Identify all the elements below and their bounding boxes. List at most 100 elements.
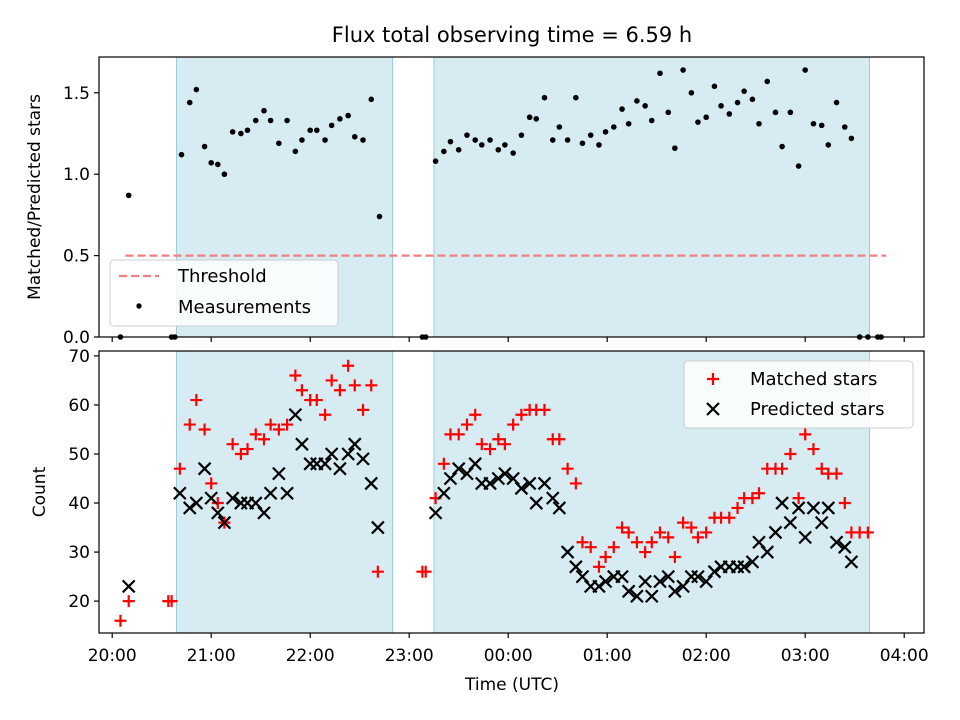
measurement-point xyxy=(541,94,548,101)
matched-star-point xyxy=(784,447,797,460)
matched-star-point xyxy=(348,379,361,392)
matched-star-point xyxy=(668,550,681,563)
measurement-point xyxy=(252,117,259,124)
predicted-star-point xyxy=(653,574,667,589)
matched-star-point xyxy=(205,477,218,490)
measurement-point xyxy=(602,129,609,135)
matched-star-point xyxy=(258,433,270,446)
measurement-point xyxy=(472,137,479,143)
predicted-star-point xyxy=(545,491,560,505)
predicted-star-point xyxy=(529,496,544,510)
matched-star-point xyxy=(437,457,450,470)
matched-star-point xyxy=(498,438,511,451)
measurement-point xyxy=(186,99,193,106)
measurement-points xyxy=(117,67,884,340)
matched-star-point xyxy=(319,408,332,421)
matched-star-point xyxy=(183,418,196,431)
measurement-point xyxy=(221,171,228,178)
measurement-point xyxy=(261,107,267,114)
matched-star-point xyxy=(861,526,874,539)
matched-star-point xyxy=(616,521,629,534)
top-legend-box xyxy=(109,259,339,327)
legend-measurements-label: Measurements xyxy=(178,297,311,318)
measurement-point xyxy=(726,111,733,117)
matched-star-point xyxy=(371,565,384,578)
observing-window-1 xyxy=(433,56,870,338)
matched-star-point xyxy=(807,443,820,456)
legend-matched-label: Matched stars xyxy=(750,369,877,390)
bottom-axes-frame xyxy=(98,350,925,634)
predicted-star-point xyxy=(560,545,575,559)
predicted-star-point xyxy=(569,560,583,574)
predicted-star-point xyxy=(491,471,506,486)
predicted-star-point xyxy=(829,535,844,550)
predicted-star-point xyxy=(707,564,722,579)
predicted-star-point xyxy=(347,437,362,451)
measurement-point xyxy=(244,127,251,134)
matched-star-point xyxy=(677,516,690,529)
matched-stars-points xyxy=(114,359,874,627)
matched-star-point xyxy=(815,462,828,475)
matched-star-point xyxy=(792,492,805,505)
matched-star-point xyxy=(569,477,582,490)
predicted-star-point xyxy=(821,501,836,515)
measurement-point xyxy=(215,161,221,168)
predicted-star-point xyxy=(668,584,682,599)
measurement-point xyxy=(368,96,375,103)
y-tick-label: 1.0 xyxy=(63,165,90,185)
top-y-axis-label: Matched/Predicted stars xyxy=(25,94,45,300)
matched-star-point xyxy=(607,541,620,554)
predicted-star-point xyxy=(676,579,690,594)
measurement-point xyxy=(360,137,366,143)
matched-star-point xyxy=(190,394,203,407)
x-tick-label: 03:00 xyxy=(781,646,830,666)
y-tick-label: 0.0 xyxy=(63,328,90,348)
chart-title: Flux total observing time = 6.59 h xyxy=(332,23,692,47)
matched-star-point xyxy=(685,521,698,534)
matched-star-point xyxy=(295,384,308,397)
matched-star-point xyxy=(419,565,432,578)
predicted-star-point xyxy=(189,496,204,510)
measurement-point xyxy=(802,67,808,73)
matched-star-point xyxy=(599,550,612,563)
measurement-point xyxy=(125,192,132,199)
matched-star-point xyxy=(691,531,704,544)
predicted-star-point xyxy=(552,501,567,515)
measurement-point xyxy=(549,137,556,143)
x-tick-label: 23:00 xyxy=(385,646,434,666)
matched-star-point xyxy=(507,418,520,431)
predicted-star-point xyxy=(798,530,812,545)
matched-star-point xyxy=(469,408,482,421)
measurement-point xyxy=(795,163,802,169)
matched-star-point xyxy=(630,536,643,549)
predicted-star-point xyxy=(483,476,497,491)
predicted-star-point xyxy=(333,461,347,476)
matched-star-point xyxy=(592,560,605,573)
predicted-star-point xyxy=(615,569,629,584)
predicted-star-point xyxy=(661,569,676,584)
measurement-point xyxy=(648,117,655,124)
measurement-point xyxy=(307,127,314,134)
x-tick-label: 22:00 xyxy=(286,646,335,666)
measurement-point xyxy=(351,133,358,140)
measurement-point xyxy=(328,122,335,129)
predicted-star-point xyxy=(318,457,332,471)
predicted-star-point xyxy=(506,471,520,486)
measurement-point xyxy=(479,142,485,148)
measurement-point xyxy=(526,114,533,121)
predicted-star-point xyxy=(638,574,652,589)
measurement-point xyxy=(596,142,602,148)
measurement-point xyxy=(229,129,236,135)
measurement-point xyxy=(634,98,640,104)
matched-star-point xyxy=(365,379,378,392)
predicted-star-point xyxy=(737,560,751,574)
measurement-point xyxy=(573,94,579,101)
matched-star-point xyxy=(662,531,675,544)
matched-star-point xyxy=(746,492,759,505)
top-legend: Threshold Measurements xyxy=(109,259,339,327)
predicted-stars-points xyxy=(121,407,859,603)
legend-predicted-label: Predicted stars xyxy=(750,399,884,420)
predicted-star-point xyxy=(356,452,370,466)
measurement-point xyxy=(299,137,305,143)
legend-predicted-swatch xyxy=(706,402,720,416)
